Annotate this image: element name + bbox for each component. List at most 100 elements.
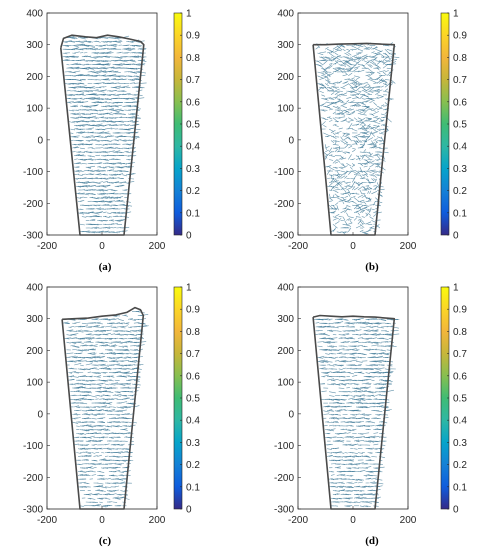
vector-arrow [95, 383, 102, 386]
vector-arrow [328, 166, 335, 171]
vector-arrow [352, 329, 358, 332]
vector-arrow [367, 144, 373, 146]
vector-arrow [371, 51, 375, 54]
vector-arrow [371, 437, 375, 439]
vector-arrow [371, 353, 375, 355]
vector-arrow [126, 75, 132, 78]
vector-arrow [95, 170, 101, 172]
vector-arrow [379, 414, 384, 416]
vector-arrow [369, 164, 374, 168]
vector-arrow [348, 58, 353, 61]
vector-arrow [375, 90, 380, 93]
vector-arrow [323, 410, 330, 413]
vector-arrow [332, 497, 339, 500]
vector-arrow [332, 322, 340, 324]
vector-arrow [377, 359, 384, 362]
vector-arrow [352, 97, 359, 99]
vector-arrow [355, 360, 363, 363]
colorbar-tick-label: 0.2 [186, 460, 200, 471]
vector-arrow [350, 501, 356, 504]
vector-arrow [357, 205, 362, 211]
vector-arrow [365, 474, 370, 476]
vector-arrow [116, 124, 123, 126]
vector-arrow [375, 170, 380, 173]
vector-arrow [373, 353, 379, 355]
vector-arrow [76, 170, 80, 172]
vector-arrow [342, 345, 348, 348]
vector-arrow [336, 451, 342, 453]
vector-arrow [375, 85, 381, 88]
vector-arrow [101, 428, 106, 430]
vector-arrow [365, 61, 369, 65]
vector-arrow [106, 66, 115, 69]
vector-arrow [104, 505, 109, 507]
vector-arrow [128, 341, 133, 343]
vector-arrow [95, 504, 102, 507]
y-tick-label: 0 [37, 409, 43, 420]
vector-arrow [93, 455, 98, 457]
vector-arrow [85, 368, 92, 370]
vector-arrow [325, 47, 329, 50]
vector-arrow [116, 417, 121, 419]
vector-arrow [332, 345, 338, 348]
vector-arrow [72, 357, 78, 359]
vector-arrow [373, 128, 378, 133]
colorbar-tick-label: 0.9 [453, 305, 467, 316]
vector-arrow [104, 117, 109, 119]
vector-arrow [350, 326, 355, 328]
vector-arrow [324, 144, 327, 150]
vector-arrow [130, 349, 137, 351]
vector-arrow [344, 71, 348, 75]
vector-arrow [108, 102, 115, 104]
vector-arrow [101, 379, 108, 382]
vector-arrow [369, 452, 373, 454]
vector-arrow [133, 64, 141, 66]
vector-arrow [380, 119, 385, 122]
vector-arrow [128, 421, 132, 423]
vector-arrow [93, 197, 100, 200]
vector-arrow [332, 124, 337, 126]
vector-arrow [355, 440, 360, 443]
x-tick-label: 0 [350, 515, 356, 526]
vector-arrow [78, 74, 85, 77]
vector-arrow [328, 182, 333, 187]
vector-arrow [323, 413, 330, 415]
vector-arrow [70, 112, 76, 115]
vector-arrow [336, 109, 340, 112]
vector-arrow [97, 162, 102, 164]
vector-arrow [334, 91, 340, 96]
vector-arrow [324, 155, 328, 159]
vector-arrow [365, 485, 370, 488]
vector-arrow [85, 231, 91, 233]
vector-arrow [330, 102, 338, 104]
vector-arrow [87, 493, 93, 495]
vector-arrow [336, 321, 344, 324]
vector-arrow [379, 466, 385, 469]
vector-arrow [114, 85, 121, 88]
vector-arrow [342, 383, 347, 385]
vector-arrow [79, 505, 84, 507]
vector-arrow [346, 212, 349, 217]
vector-arrow [108, 383, 116, 386]
vector-arrow [329, 189, 333, 191]
vector-arrow [355, 123, 360, 126]
vector-arrow [355, 136, 361, 143]
vector-arrow [97, 132, 101, 134]
vector-arrow [377, 96, 384, 99]
vector-arrow [342, 330, 346, 332]
vector-arrow [359, 93, 366, 96]
colorbar-tick-label: 0.1 [453, 482, 467, 493]
vector-arrow [367, 471, 374, 474]
vector-arrow [68, 109, 74, 112]
vector-arrow [99, 98, 104, 100]
vector-arrow [118, 121, 124, 123]
vector-arrow [348, 372, 354, 375]
vector-arrow [118, 151, 124, 153]
vector-arrow [104, 154, 109, 156]
vector-arrow [81, 386, 86, 389]
vector-arrow [334, 414, 341, 416]
vector-arrow [361, 143, 365, 149]
vector-arrow [116, 391, 121, 393]
vector-arrow [79, 83, 85, 85]
vector-arrow [379, 151, 383, 153]
